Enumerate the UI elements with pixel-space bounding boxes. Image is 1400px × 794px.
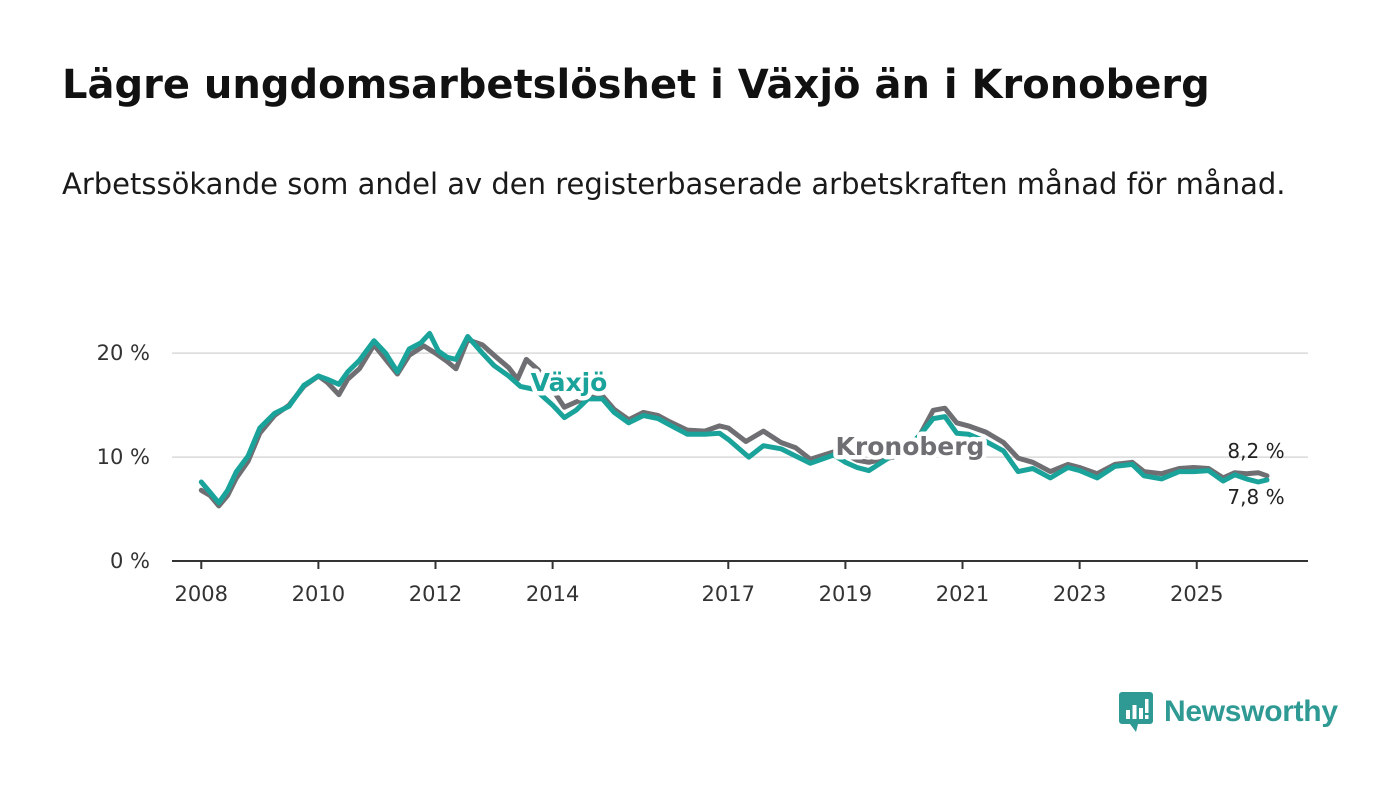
series-label-vaxjo: Växjö (531, 368, 608, 397)
brand-name: Newsworthy (1164, 695, 1338, 728)
x-tick-label: 2017 (702, 582, 755, 606)
x-tick-label: 2008 (175, 582, 228, 606)
chart-title: Lägre ungdomsarbetslöshet i Växjö än i K… (62, 62, 1210, 108)
x-tick-label: 2025 (1170, 582, 1223, 606)
series-line-vaxjo (198, 330, 1270, 506)
x-tick-label: 2021 (936, 582, 989, 606)
x-tick-label: 2019 (819, 582, 872, 606)
x-tick-label: 2010 (292, 582, 345, 606)
x-tick-label: 2012 (409, 582, 462, 606)
y-tick-label: 0 % (110, 549, 150, 573)
chart-subtitle: Arbetssökande som andel av den registerb… (62, 167, 1286, 201)
series-label-kronoberg: Kronoberg (836, 432, 985, 461)
end-label-kronoberg: 8,2 % (1227, 439, 1284, 463)
newsworthy-logo-icon (1119, 692, 1153, 732)
end-label-vaxjo: 7,8 % (1227, 485, 1284, 509)
series-line-kronoberg (198, 337, 1270, 509)
y-tick-label: 20 % (97, 341, 150, 365)
x-tick-label: 2023 (1053, 582, 1106, 606)
newsworthy-logo: Newsworthy (1118, 690, 1338, 734)
x-tick-label: 2014 (526, 582, 579, 606)
y-tick-label: 10 % (97, 445, 150, 469)
